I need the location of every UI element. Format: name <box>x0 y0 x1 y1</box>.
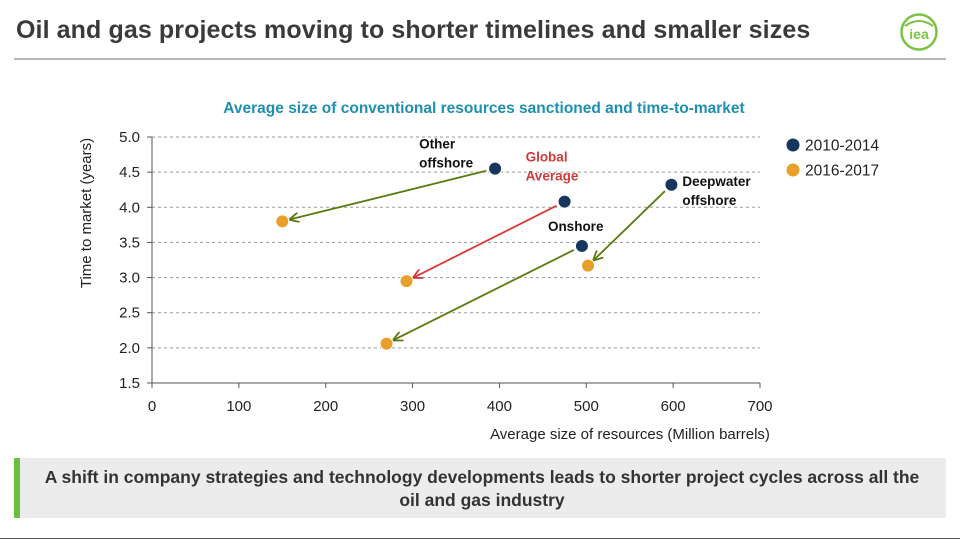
x-tick-label: 300 <box>400 398 425 415</box>
chart-title: Average size of conventional resources s… <box>223 100 744 117</box>
x-tick-label: 500 <box>574 398 599 415</box>
annotation-label: Deepwater <box>682 174 751 189</box>
summary-text: A shift in company strategies and techno… <box>44 467 920 510</box>
x-axis-label: Average size of resources (Million barre… <box>490 426 770 443</box>
annotation-label: Average <box>526 169 579 184</box>
y-tick-label: 3.5 <box>119 234 140 251</box>
annotation-label: offshore <box>682 193 736 208</box>
logo-text: iea <box>909 26 929 42</box>
point-2010-2014-global-average <box>557 194 572 209</box>
y-tick-label: 2.5 <box>119 305 140 322</box>
y-tick-label: 4.5 <box>119 164 140 181</box>
x-tick-label: 200 <box>313 398 338 415</box>
annotation-label: Onshore <box>548 219 604 234</box>
x-tick-label: 600 <box>661 398 686 415</box>
x-tick-label: 100 <box>226 398 251 415</box>
arrow-global-average <box>415 204 557 277</box>
arrow-deepwater-offshore <box>594 190 666 259</box>
y-tick-label: 2.0 <box>119 340 140 357</box>
point-2016-2017-deepwater-offshore <box>581 258 596 273</box>
annotation-label: Other <box>419 137 456 152</box>
summary-box: A shift in company strategies and techno… <box>14 458 946 518</box>
annotation-label: offshore <box>419 156 473 171</box>
annotation-label: Global <box>526 150 568 165</box>
point-2016-2017-onshore <box>379 336 394 351</box>
point-2016-2017-global-average <box>399 274 414 289</box>
point-2016-2017-other-offshore <box>275 214 290 229</box>
legend-label: 2010-2014 <box>805 138 880 155</box>
chart-container: Average size of conventional resources s… <box>78 100 880 443</box>
title-divider <box>14 58 946 60</box>
y-tick-label: 1.5 <box>119 375 140 392</box>
point-2010-2014-other-offshore <box>488 161 503 176</box>
footer-divider <box>0 538 960 539</box>
y-tick-label: 4.0 <box>119 199 140 216</box>
point-2010-2014-onshore <box>574 238 589 253</box>
iea-logo-icon: iea <box>900 13 938 51</box>
x-tick-label: 0 <box>148 398 156 415</box>
page-title: Oil and gas projects moving to shorter t… <box>16 16 811 44</box>
x-tick-label: 400 <box>487 398 512 415</box>
legend-marker <box>786 163 800 177</box>
legend-label: 2016-2017 <box>805 163 879 180</box>
summary-accent-bar <box>14 458 20 518</box>
legend-marker <box>786 138 800 152</box>
arrow-onshore <box>395 249 575 340</box>
x-tick-label: 700 <box>747 398 772 415</box>
scatter-chart: Average size of conventional resources s… <box>78 100 880 443</box>
point-2010-2014-deepwater-offshore <box>664 177 679 192</box>
y-axis-label: Time to market (years) <box>78 138 95 288</box>
arrow-other-offshore <box>291 169 487 219</box>
y-tick-label: 5.0 <box>119 129 140 146</box>
y-tick-label: 3.0 <box>119 270 140 287</box>
